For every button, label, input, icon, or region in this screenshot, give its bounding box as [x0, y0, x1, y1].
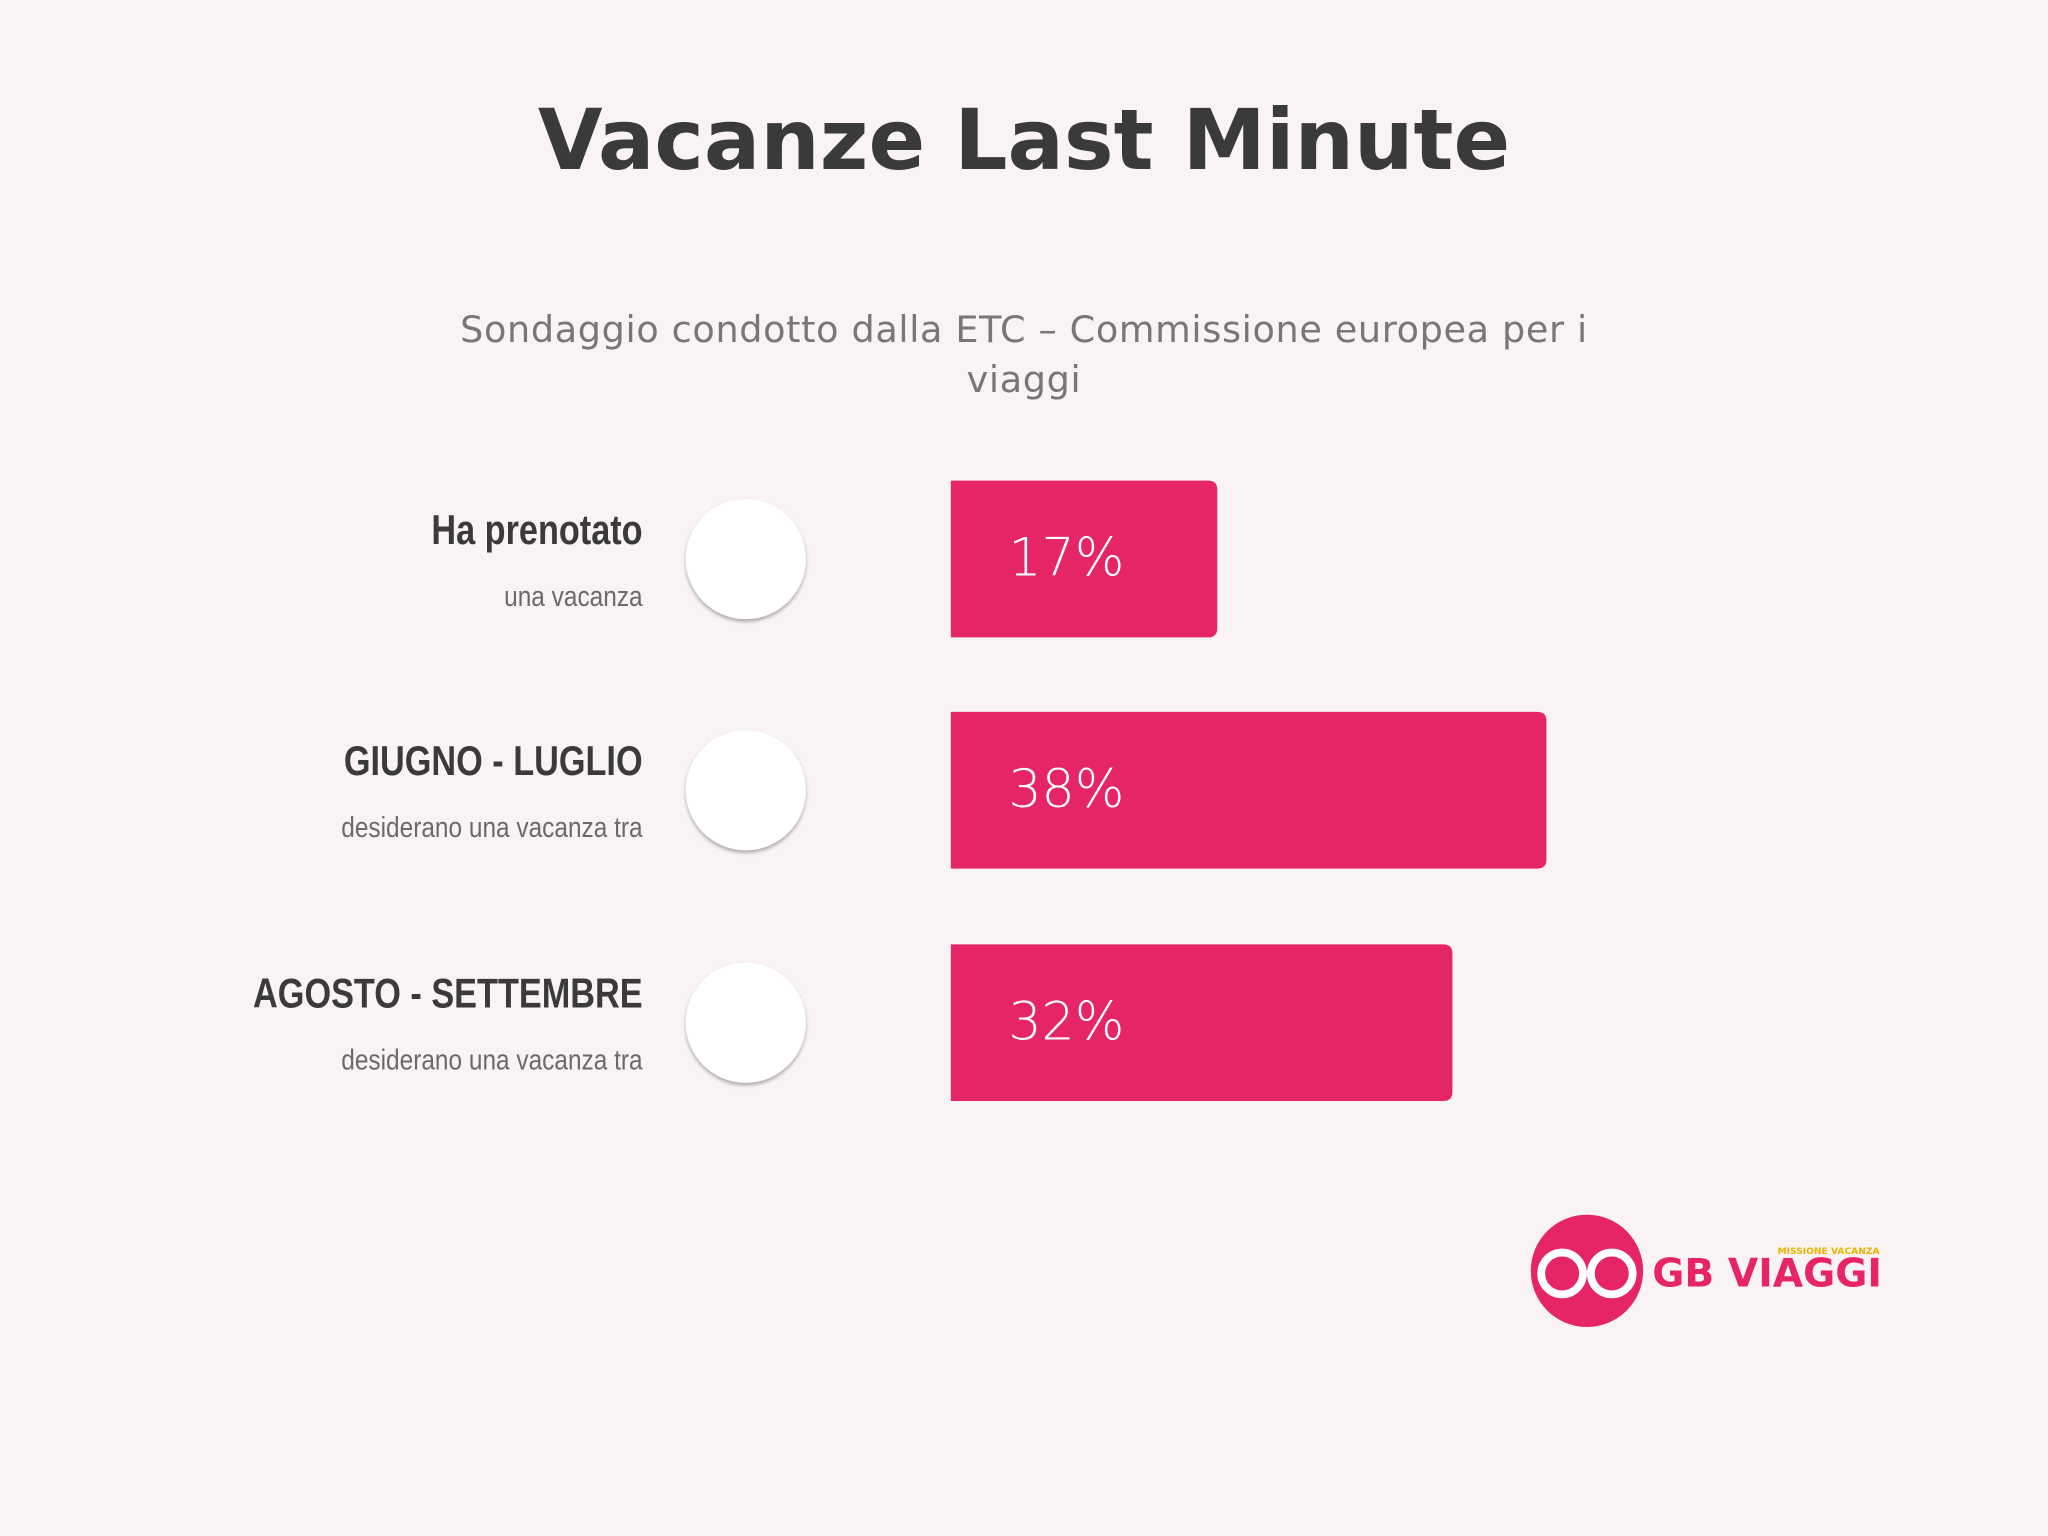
category-label: GIUGNO - LUGLIO [344, 738, 643, 785]
marker-circle [685, 730, 806, 851]
category-note: una vacanza [504, 580, 643, 612]
marker-circle [685, 498, 806, 620]
category-note: desiderano una vacanza tra [341, 1044, 642, 1076]
bar [950, 944, 1453, 1102]
category-label: AGOSTO - SETTEMBRE [253, 970, 643, 1017]
value-label: 17% [1008, 529, 1124, 589]
chart-subtitle: Sondaggio condotto dalla ETC – Commissio… [460, 308, 1588, 401]
marker-circle [685, 962, 806, 1083]
category-label: Ha prenotato [431, 507, 642, 554]
category-note: desiderano una vacanza tra [341, 811, 642, 843]
value-label: 38% [1008, 760, 1124, 820]
logo-circle [1530, 1214, 1644, 1328]
bar [950, 711, 1547, 869]
logo: GB VIAGGI MISSIONE VACANZA [1530, 1214, 1882, 1328]
bar [950, 480, 1218, 638]
subtitle-box: Sondaggio condotto dalla ETC – Commissio… [460, 308, 1588, 401]
logo-tagline: MISSIONE VACANZA [1778, 1247, 1881, 1257]
logo-ring [1537, 1248, 1587, 1299]
value-label: 32% [1008, 992, 1124, 1052]
logo-ring [1586, 1248, 1637, 1299]
logo-name: GB VIAGGI [1652, 1252, 1882, 1297]
chart-title: Vacanze Last Minute [538, 91, 1510, 189]
